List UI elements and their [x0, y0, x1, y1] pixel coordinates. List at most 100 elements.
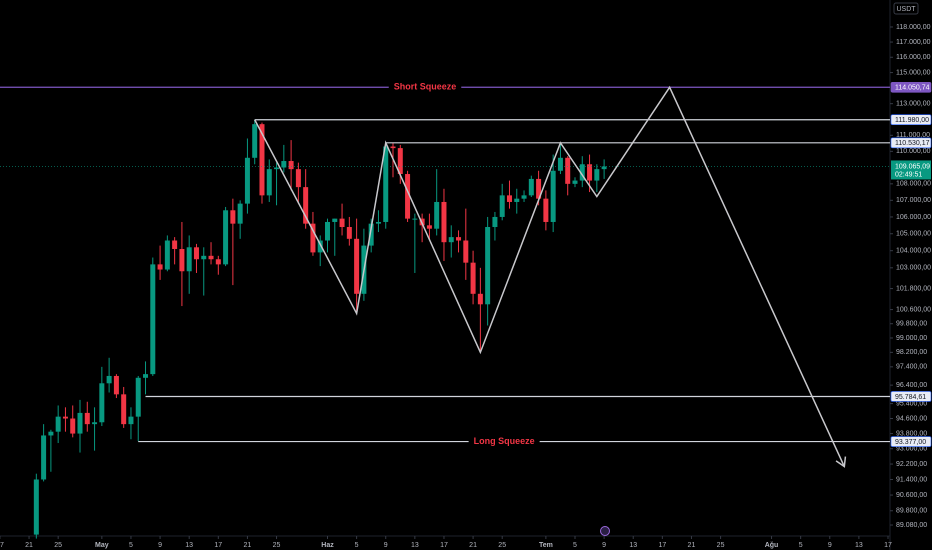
candle-body — [164, 240, 170, 270]
candle-body — [412, 218, 418, 220]
x-tick-label: 5 — [573, 542, 577, 549]
level-name: Long Squeeze — [474, 436, 535, 446]
candle-body — [281, 161, 287, 168]
candle-body — [601, 166, 607, 170]
candle-body — [499, 195, 505, 217]
x-tick-label: 5 — [355, 542, 359, 549]
y-tick-label: 104.000,00 — [896, 248, 931, 255]
projection-arrowhead — [835, 456, 847, 468]
candle-body — [252, 124, 258, 158]
candle-body — [426, 225, 432, 229]
level-name-bg — [468, 435, 540, 446]
candle-body — [266, 169, 272, 196]
candle-body — [441, 201, 447, 243]
x-tick-label: 13 — [855, 542, 863, 549]
x-tick-label: May — [95, 542, 109, 549]
candle-body — [550, 170, 556, 222]
y-tick-label: 103.000,00 — [896, 265, 931, 272]
y-tick-label: 91.400,00 — [896, 476, 927, 483]
candle-body — [557, 157, 563, 171]
candle-body — [193, 247, 199, 260]
level-price-box — [890, 114, 932, 126]
event-icon[interactable] — [600, 526, 610, 536]
projection-line — [254, 85, 846, 467]
x-tick-label: 5 — [129, 542, 133, 549]
candle-body — [201, 255, 207, 260]
currency-box[interactable] — [893, 2, 919, 15]
x-tick-label: 21 — [469, 542, 477, 549]
candle-body — [579, 164, 585, 181]
y-tick-label: 89.080,00 — [896, 522, 927, 529]
y-tick-label: 107.000,00 — [896, 197, 931, 204]
candle-body — [215, 259, 221, 265]
candle-body — [70, 418, 76, 434]
x-tick-label: 9 — [828, 542, 832, 549]
candle-body — [179, 248, 185, 272]
candle-body — [317, 240, 323, 253]
current-price-box — [891, 160, 931, 180]
candle-body — [288, 161, 294, 170]
candle-body — [77, 412, 83, 434]
candle-body — [106, 375, 112, 384]
candle-body — [143, 374, 149, 378]
candle-body — [186, 247, 192, 272]
level-price-box — [890, 436, 932, 447]
y-tick-label: 108.000,00 — [896, 181, 931, 188]
x-tick-label: 21 — [25, 542, 33, 549]
candle-body — [33, 479, 39, 535]
y-tick-label: 113.000,00 — [896, 101, 931, 108]
candle-body — [514, 198, 520, 202]
x-tick-label: 9 — [158, 542, 162, 549]
candle-body — [332, 218, 338, 222]
y-tick-label: 90.600,00 — [896, 492, 927, 499]
x-tick-label: 17 — [0, 542, 4, 549]
candle-body — [150, 264, 156, 375]
y-tick-label: 105.000,00 — [896, 231, 931, 238]
candle-body — [594, 169, 600, 181]
candle-body — [48, 431, 54, 436]
candle-body — [405, 174, 411, 219]
y-tick-label: 110.000,00 — [896, 148, 931, 155]
candle-body — [157, 264, 163, 270]
level-name: Short Squeeze — [394, 82, 457, 92]
y-tick-label: 101.800,00 — [896, 285, 931, 292]
x-tick-label: 25 — [717, 542, 725, 549]
x-tick-label: 17 — [658, 542, 666, 549]
candle-body — [324, 221, 330, 241]
x-tick-label: 9 — [384, 542, 388, 549]
level-price-box — [890, 81, 932, 93]
y-tick-label: 115.000,00 — [896, 69, 931, 76]
y-tick-label: 117.000,00 — [896, 39, 931, 46]
y-tick-label: 99.800,00 — [896, 321, 927, 328]
x-tick-label: Ağu — [765, 542, 779, 549]
candle-body — [230, 210, 236, 224]
candle-body — [434, 201, 440, 229]
x-tick-label: 5 — [799, 542, 803, 549]
candle-body — [135, 377, 141, 417]
level-price-label: 95.784,61 — [895, 394, 926, 401]
level-price-label: 110.530,17 — [895, 140, 930, 147]
candle-body — [543, 198, 549, 222]
candle-body — [565, 157, 571, 184]
current-price-label: 109.065,09 — [895, 163, 930, 170]
candle-body — [41, 435, 47, 480]
x-tick-label: 25 — [273, 542, 281, 549]
candle-body — [310, 223, 316, 253]
y-tick-label: 92.200,00 — [896, 461, 927, 468]
y-tick-label: 97.400,00 — [896, 364, 927, 371]
x-tick-label: 25 — [498, 542, 506, 549]
y-tick-label: 93.000,00 — [896, 446, 927, 453]
candle-body — [492, 216, 498, 228]
candle-body — [121, 394, 127, 425]
y-tick-label: 98.200,00 — [896, 349, 927, 356]
level-price-box — [890, 137, 932, 149]
y-tick-label: 94.600,00 — [896, 415, 927, 422]
x-tick-label: 13 — [185, 542, 193, 549]
x-tick-label: 21 — [244, 542, 252, 549]
candle-body — [521, 195, 527, 199]
x-tick-label: Tem — [539, 542, 553, 549]
y-tick-label: 89.800,00 — [896, 508, 927, 515]
candle-body — [237, 203, 243, 224]
x-tick-label: 17 — [884, 542, 892, 549]
